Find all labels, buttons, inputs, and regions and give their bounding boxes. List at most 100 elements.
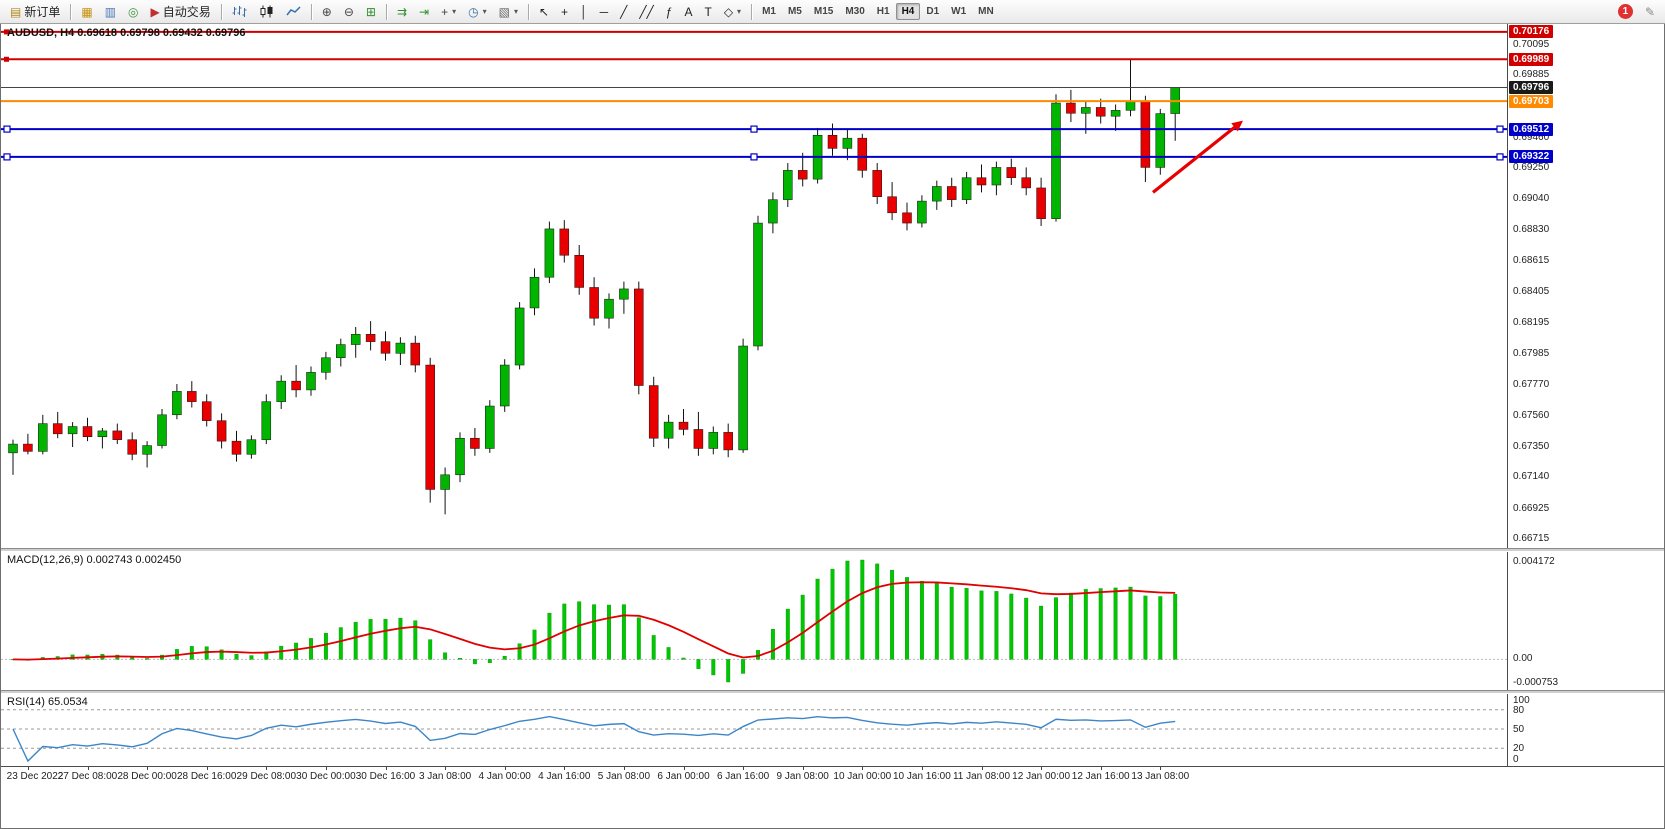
toolbar-separator bbox=[527, 3, 529, 20]
trendline-button[interactable]: ╱ bbox=[615, 2, 632, 22]
macd-histogram-bar bbox=[1128, 586, 1133, 660]
macd-histogram-bar bbox=[1083, 589, 1088, 660]
pencil-icon: ✎ bbox=[1644, 4, 1655, 19]
auto-trading-button[interactable]: ▶ 自动交易 bbox=[146, 2, 216, 22]
price-badge: 0.69989 bbox=[1509, 52, 1554, 66]
macd-histogram-bar bbox=[294, 642, 299, 660]
candle-up bbox=[991, 167, 1002, 186]
tf-w1[interactable]: W1 bbox=[945, 3, 972, 20]
price-axis[interactable]: 0.70095 0.69885 0.69460 0.69250 0.69040 0.688… bbox=[1507, 24, 1664, 548]
label-button[interactable]: T bbox=[699, 2, 716, 22]
macd-plot[interactable]: MACD(12,26,9) 0.002743 0.002450 bbox=[1, 552, 1507, 690]
bar-chart-button[interactable] bbox=[227, 2, 252, 22]
candle-up bbox=[157, 414, 167, 446]
trend-arrow[interactable] bbox=[1152, 123, 1239, 194]
market-watch-button[interactable]: ▦ bbox=[76, 2, 97, 22]
tf-mn[interactable]: MN bbox=[972, 3, 1000, 20]
panel-splitter[interactable] bbox=[1, 548, 1664, 552]
notification-badge[interactable]: 1 bbox=[1617, 4, 1633, 19]
candle-down bbox=[52, 423, 63, 435]
edit-button[interactable]: ✎ bbox=[1640, 2, 1660, 22]
candle-up bbox=[1110, 110, 1121, 117]
macd-histogram-bar bbox=[875, 563, 880, 660]
rsi-chart bbox=[1, 709, 1507, 763]
tf-m30[interactable]: M30 bbox=[839, 3, 870, 20]
macd-histogram-bar bbox=[696, 659, 701, 669]
fibonacci-button[interactable]: ƒ bbox=[661, 2, 678, 22]
macd-histogram-bar bbox=[502, 656, 507, 660]
macd-histogram-bar bbox=[934, 582, 939, 660]
line-handle[interactable] bbox=[4, 29, 9, 35]
macd-histogram-bar bbox=[413, 620, 418, 660]
new-chart-button[interactable]: + ▾ bbox=[436, 2, 461, 22]
period-button[interactable]: ◷ ▾ bbox=[463, 2, 492, 22]
tf-d1[interactable]: D1 bbox=[920, 3, 945, 20]
macd-histogram-bar bbox=[741, 659, 746, 674]
chart-shift-button[interactable]: ⇥ bbox=[414, 2, 434, 22]
zoom-out-button[interactable]: ⊖ bbox=[339, 2, 359, 22]
new-chart-icon: + bbox=[441, 4, 449, 19]
macd-histogram-bar bbox=[234, 653, 239, 660]
vline-button[interactable]: │ bbox=[575, 2, 593, 22]
price-badge: 0.69512 bbox=[1509, 122, 1554, 136]
time-tick bbox=[147, 767, 149, 770]
template-button[interactable]: ▧ ▾ bbox=[494, 2, 523, 22]
tile-windows-button[interactable]: ⊞ bbox=[361, 2, 381, 22]
zoom-in-button[interactable]: ⊕ bbox=[317, 2, 337, 22]
time-tick bbox=[623, 767, 625, 770]
macd-histogram-bar bbox=[592, 604, 597, 660]
tf-m5[interactable]: M5 bbox=[782, 3, 808, 20]
tf-h4[interactable]: H4 bbox=[895, 3, 921, 20]
macd-histogram-bar bbox=[472, 659, 477, 665]
line-handle[interactable] bbox=[3, 153, 11, 161]
main-chart[interactable]: AUDUSD, H4 0.69618 0.69798 0.69432 0.697… bbox=[1, 24, 1507, 548]
price-tick: 0.67350 bbox=[1513, 440, 1550, 452]
macd-signal-line bbox=[12, 581, 1176, 661]
macd-histogram-bar bbox=[905, 577, 909, 660]
auto-trading-icon: ▶ bbox=[150, 4, 160, 19]
tf-h1[interactable]: H1 bbox=[871, 3, 896, 20]
candle-down bbox=[946, 186, 957, 200]
line-handle[interactable] bbox=[3, 125, 11, 133]
time-label: 13 Jan 08:00 bbox=[1131, 771, 1190, 782]
cursor-button[interactable]: ↖ bbox=[534, 2, 554, 22]
crosshair-icon: + bbox=[561, 4, 569, 19]
candle-chart-button[interactable] bbox=[254, 2, 279, 22]
time-tick bbox=[266, 767, 268, 770]
candle-up bbox=[455, 437, 465, 476]
candle-up bbox=[97, 430, 108, 438]
data-window-button[interactable]: ▥ bbox=[100, 2, 121, 22]
tf-m15[interactable]: M15 bbox=[808, 3, 839, 20]
navigator-button[interactable]: ◎ bbox=[123, 2, 143, 22]
crosshair-button[interactable]: + bbox=[556, 2, 573, 22]
rsi-plot[interactable]: RSI(14) 65.0534 bbox=[1, 694, 1507, 766]
toolbar: ▤ 新订单 ▦ ▥ ◎ ▶ 自动交易 ⊕ ⊖ ⊞ ⇉ ⇥ + ▾ ◷ ▾ ▧ ▾ ↖ + │ ─ ╱ ╱╱ ƒ A T ◇ ▾ M1 M5 M… bbox=[0, 0, 1665, 24]
panel-splitter[interactable] bbox=[1, 690, 1664, 694]
time-label: 27 Dec 08:00 bbox=[57, 771, 118, 782]
macd-histogram-bar bbox=[517, 643, 522, 660]
line-handle[interactable] bbox=[750, 125, 758, 133]
hline-button[interactable]: ─ bbox=[595, 2, 614, 22]
candle-down bbox=[1066, 102, 1076, 114]
time-tick bbox=[743, 767, 745, 770]
candle-down bbox=[187, 391, 197, 402]
time-label: 5 Jan 08:00 bbox=[597, 771, 651, 782]
line-handle[interactable] bbox=[750, 153, 758, 161]
zoom-out-icon: ⊖ bbox=[343, 4, 354, 19]
channel-button[interactable]: ╱╱ bbox=[634, 2, 658, 22]
line-handle[interactable] bbox=[1496, 125, 1504, 133]
auto-scroll-button[interactable]: ⇉ bbox=[392, 2, 412, 22]
text-button[interactable]: A bbox=[679, 2, 697, 22]
channel-icon: ╱╱ bbox=[639, 4, 654, 19]
chart-candles-icon bbox=[259, 5, 274, 18]
macd-histogram-bar bbox=[890, 569, 895, 660]
time-axis[interactable]: 23 Dec 2022 27 Dec 08:00 28 Dec 00:00 28 De… bbox=[1, 766, 1664, 785]
line-handle[interactable] bbox=[4, 56, 9, 62]
line-chart-button[interactable] bbox=[281, 2, 306, 22]
new-order-button[interactable]: ▤ 新订单 bbox=[5, 2, 65, 22]
shapes-button[interactable]: ◇ ▾ bbox=[719, 2, 746, 22]
line-handle[interactable] bbox=[1496, 153, 1504, 161]
macd-histogram-bar bbox=[770, 628, 775, 660]
tf-m1[interactable]: M1 bbox=[756, 3, 782, 20]
